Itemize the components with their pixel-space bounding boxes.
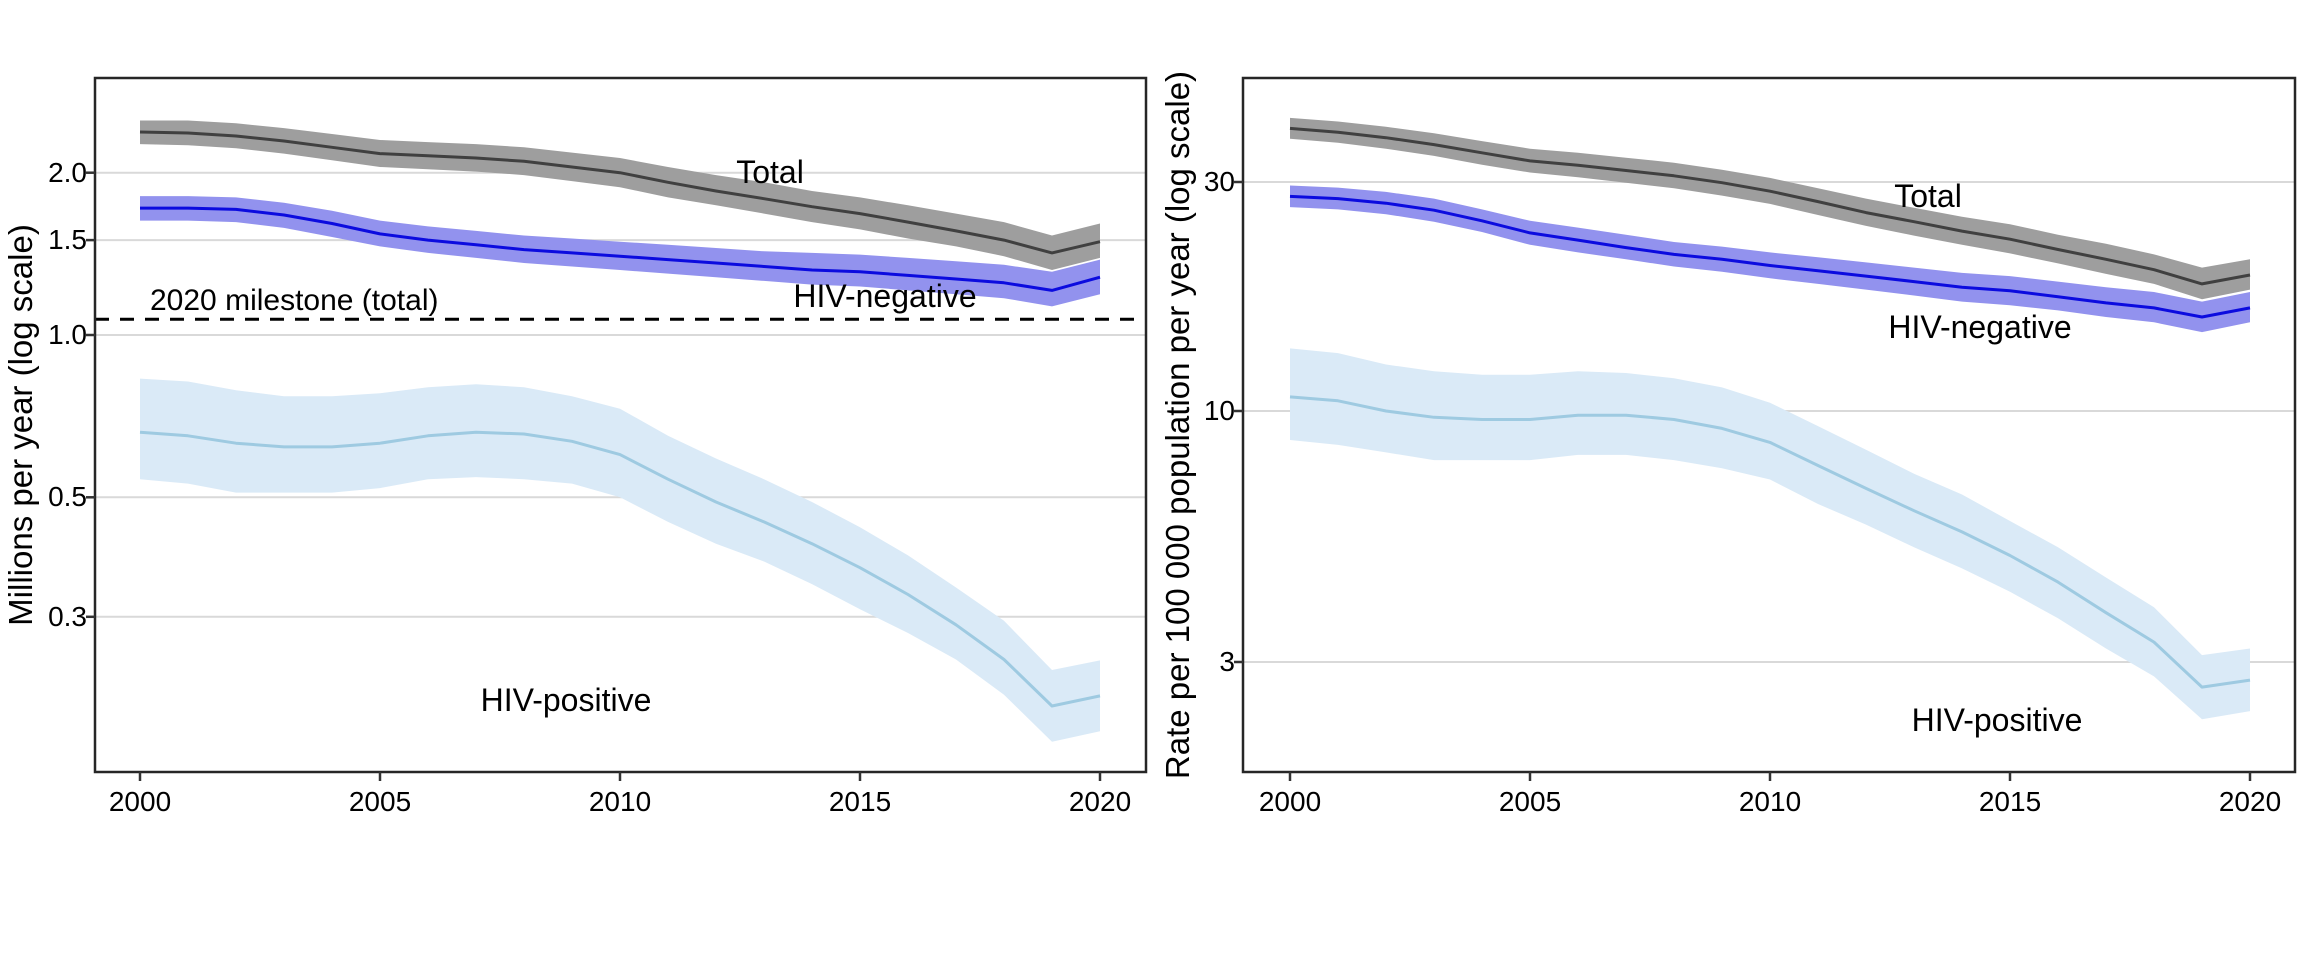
y-tick-label: 1.0: [48, 319, 87, 350]
y-tick-label: 30: [1203, 165, 1235, 197]
total-line: [139, 130, 1101, 255]
x-tick-label: 2000: [108, 786, 172, 817]
hiv-positive-line: [1289, 395, 2251, 689]
y-tick-label: 0.3: [48, 600, 87, 632]
chart-deaths: [86, 76, 1148, 781]
series-label-total: Total: [1894, 178, 1962, 214]
series-label-hiv-positive: HIV-positive: [1911, 702, 2083, 738]
y-tick-label: 10: [1203, 395, 1235, 426]
y-axis-title-deaths: Millions per year (log scale): [2, 224, 39, 626]
x-tick-label: 2020: [1068, 786, 1132, 817]
y-tick-label: 0.5: [48, 481, 87, 513]
x-tick-label: 2015: [1978, 786, 2042, 817]
hiv-negative-band: [140, 196, 1100, 307]
y-tick-label: 3: [1219, 645, 1235, 677]
x-tick-label: 2005: [1498, 786, 1562, 817]
hiv-negative-line: [140, 206, 1101, 292]
hiv-positive-line: [139, 430, 1101, 708]
hiv-positive-band: [140, 378, 1100, 742]
x-tick-label: 2000: [1258, 786, 1322, 817]
x-tick-label: 2015: [828, 786, 892, 817]
hiv-negative-band: [1290, 185, 2250, 333]
x-tick-label: 2020: [2218, 786, 2282, 817]
x-tick-label: 2010: [588, 786, 652, 817]
milestone-label: 2020 milestone (total): [150, 284, 439, 317]
y-tick-label: 1.5: [48, 224, 87, 256]
series-label-hiv-positive: HIV-positive: [480, 682, 652, 718]
x-tick-label: 2005: [348, 786, 412, 817]
total-band: [1290, 117, 2250, 300]
hiv-negative-line: [1289, 194, 2251, 319]
total-band: [140, 120, 1100, 270]
series-label-hiv-negative: HIV-negative: [793, 278, 977, 314]
series-label-total: Total: [736, 154, 804, 190]
y-tick-label: 2.0: [48, 156, 87, 188]
hiv-positive-band: [1290, 348, 2250, 720]
series-label-hiv-negative: HIV-negative: [1888, 309, 2072, 345]
x-tick-label: 2010: [1738, 786, 1802, 817]
total-line: [1289, 126, 2251, 286]
y-axis-title-rate: Rate per 100 000 population per year (lo…: [1159, 70, 1196, 780]
chart-rate: [1234, 76, 2297, 781]
